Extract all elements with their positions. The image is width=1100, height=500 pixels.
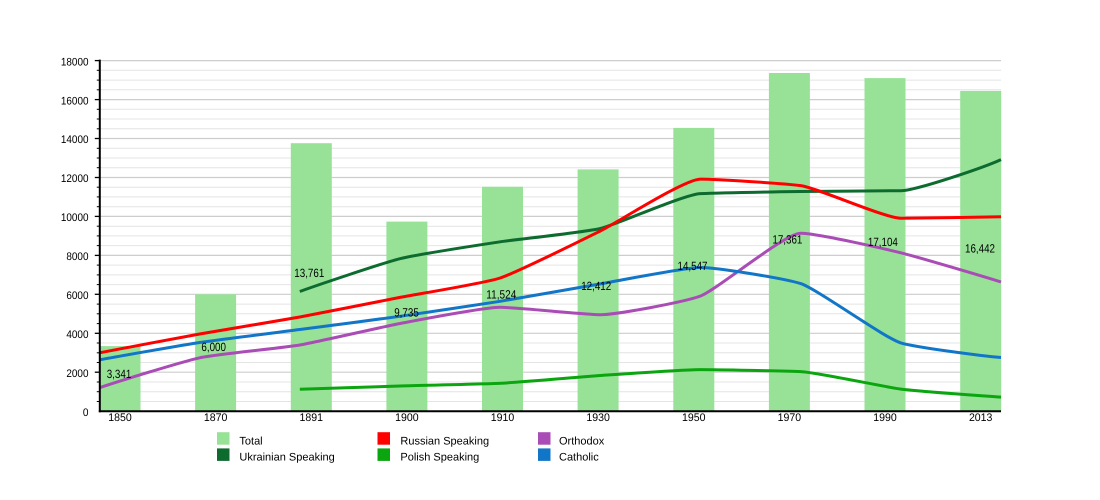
svg-text:11,524: 11,524 xyxy=(486,287,516,301)
svg-text:1970: 1970 xyxy=(778,412,802,424)
svg-text:14000: 14000 xyxy=(61,134,89,146)
svg-text:6000: 6000 xyxy=(66,290,88,302)
svg-text:Orthodox: Orthodox xyxy=(559,435,605,447)
svg-text:Polish Speaking: Polish Speaking xyxy=(400,452,479,464)
svg-text:1870: 1870 xyxy=(204,412,228,424)
svg-text:4000: 4000 xyxy=(66,329,88,341)
svg-text:13,761: 13,761 xyxy=(294,266,324,280)
svg-text:2000: 2000 xyxy=(66,368,88,380)
svg-text:16000: 16000 xyxy=(61,95,89,107)
svg-text:Catholic: Catholic xyxy=(559,452,599,464)
svg-text:1900: 1900 xyxy=(395,412,419,424)
svg-text:Ukrainian Speaking: Ukrainian Speaking xyxy=(239,452,334,464)
svg-text:17,361: 17,361 xyxy=(772,232,802,246)
svg-text:Total: Total xyxy=(239,435,262,447)
svg-text:3,341: 3,341 xyxy=(107,367,132,381)
svg-text:8000: 8000 xyxy=(66,251,88,263)
svg-text:10000: 10000 xyxy=(61,212,89,224)
svg-text:1850: 1850 xyxy=(108,412,132,424)
svg-text:1910: 1910 xyxy=(491,412,515,424)
svg-text:16,442: 16,442 xyxy=(965,241,995,255)
svg-text:2013: 2013 xyxy=(969,412,993,424)
svg-text:0: 0 xyxy=(83,407,89,419)
svg-text:12,412: 12,412 xyxy=(581,279,611,293)
svg-text:12000: 12000 xyxy=(61,173,89,185)
svg-text:17,104: 17,104 xyxy=(868,235,898,249)
svg-text:6,000: 6,000 xyxy=(201,340,226,354)
svg-text:1930: 1930 xyxy=(586,412,610,424)
svg-text:18000: 18000 xyxy=(61,56,89,68)
svg-text:1990: 1990 xyxy=(873,412,897,424)
svg-text:14,547: 14,547 xyxy=(678,259,708,273)
svg-text:1891: 1891 xyxy=(300,412,324,424)
svg-text:9,735: 9,735 xyxy=(394,305,419,319)
svg-text:1950: 1950 xyxy=(682,412,706,424)
svg-text:Russian Speaking: Russian Speaking xyxy=(400,435,489,447)
